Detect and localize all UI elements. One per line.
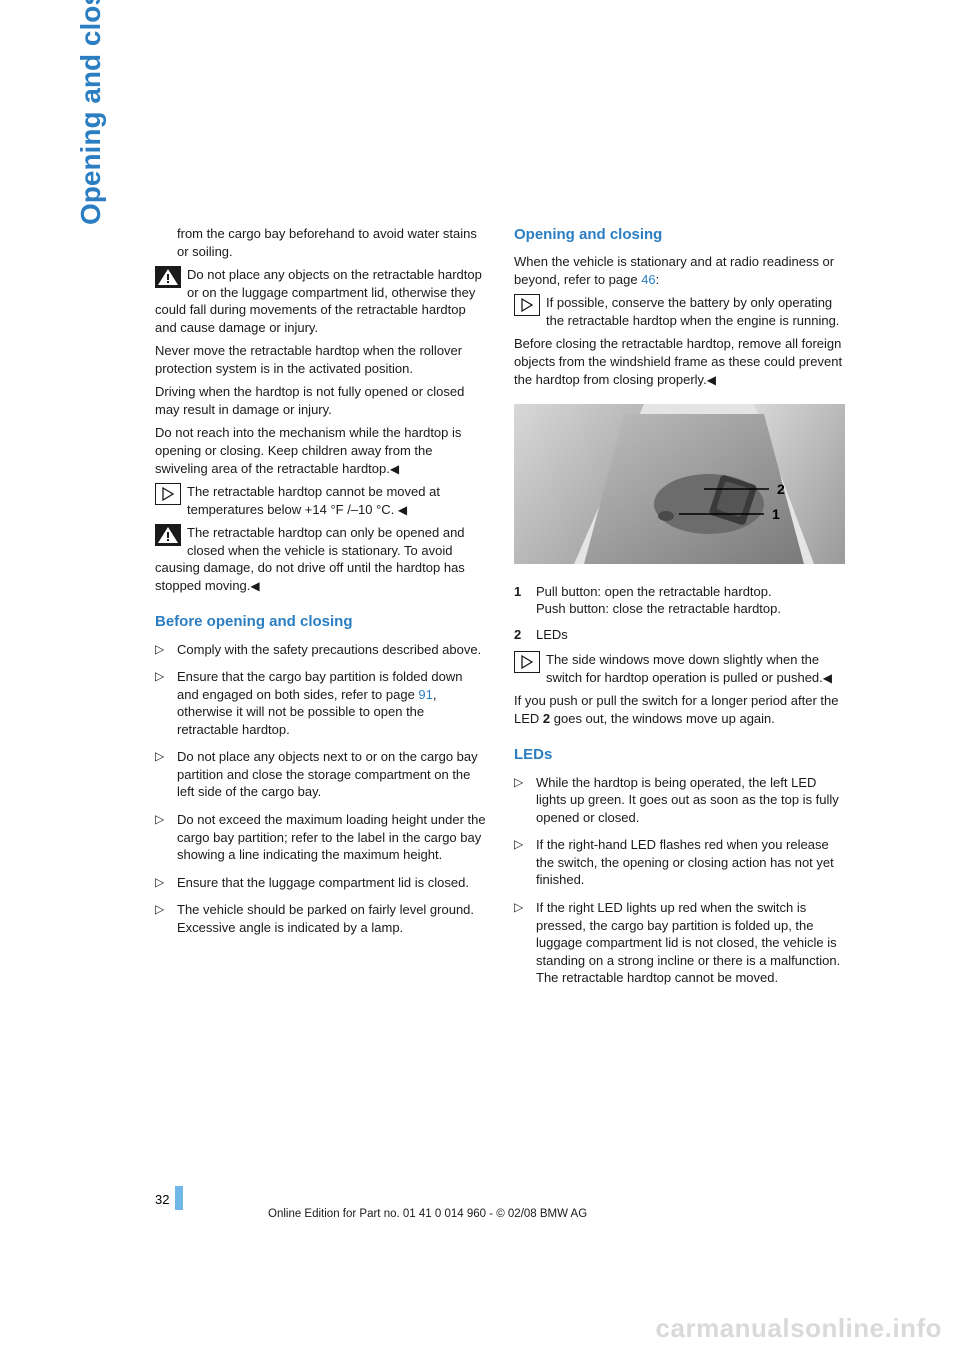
list-item: Comply with the safety precautions descr… — [155, 641, 486, 659]
page-link[interactable]: 46 — [641, 272, 655, 287]
diagram-label-1: 1 — [772, 506, 780, 522]
body-text: Before closing the retractable hardtop, … — [514, 335, 845, 388]
warning-triangle-icon — [155, 524, 181, 546]
list-item: 2 LEDs — [514, 626, 845, 644]
left-column: from the cargo bay beforehand to avoid w… — [155, 225, 486, 997]
end-mark: ◀ — [250, 579, 259, 593]
footer-text: Online Edition for Part no. 01 41 0 014 … — [268, 1208, 587, 1220]
bullet-list: While the hardtop is being operated, the… — [514, 774, 845, 987]
info-arrow-icon — [514, 294, 540, 316]
end-mark: ◀ — [823, 671, 832, 685]
side-tab-title: Opening and closing — [75, 0, 107, 225]
page-number-bar — [175, 1186, 183, 1210]
list-item: The vehicle should be parked on fairly l… — [155, 901, 486, 936]
section-heading: Before opening and closing — [155, 612, 486, 632]
body-text: Never move the retractable hardtop when … — [155, 342, 486, 377]
page-link[interactable]: 91 — [418, 687, 432, 702]
end-mark: ◀ — [390, 462, 399, 476]
info-arrow-icon — [155, 483, 181, 505]
body-text: If you push or pull the switch for a lon… — [514, 692, 845, 727]
warning-block: Do not place any objects on the retracta… — [155, 266, 486, 336]
page-number-block: 32 — [155, 1186, 183, 1210]
section-heading: Opening and closing — [514, 225, 845, 245]
diagram-label-2: 2 — [777, 481, 785, 497]
list-number: 2 — [514, 626, 521, 644]
warning-text: The retractable hardtop can only be open… — [155, 525, 465, 593]
list-number: 1 — [514, 583, 521, 601]
info-text: The side windows move down slightly when… — [546, 652, 823, 685]
list-item: Do not exceed the maximum loading height… — [155, 811, 486, 864]
body-text: When the vehicle is stationary and at ra… — [514, 253, 845, 288]
list-item: If the right-hand LED flashes red when y… — [514, 836, 845, 889]
list-item: Do not place any objects next to or on t… — [155, 748, 486, 801]
numbered-list: 1 Pull button: open the retractable hard… — [514, 583, 845, 644]
body-text: from the cargo bay beforehand to avoid w… — [155, 225, 486, 260]
warning-triangle-icon — [155, 266, 181, 288]
body-text: Do not reach into the mechanism while th… — [155, 424, 486, 477]
info-arrow-icon — [514, 651, 540, 673]
end-mark: ◀ — [398, 503, 407, 517]
warning-block: The retractable hardtop can only be open… — [155, 524, 486, 594]
list-item: 1 Pull button: open the retractable hard… — [514, 583, 845, 618]
info-block: If possible, conserve the battery by onl… — [514, 294, 845, 329]
end-mark: ◀ — [707, 373, 716, 387]
list-item: Ensure that the luggage compartment lid … — [155, 874, 486, 892]
info-block: The retractable hardtop cannot be moved … — [155, 483, 486, 518]
list-item: Ensure that the cargo bay partition is f… — [155, 668, 486, 738]
bullet-list: Comply with the safety precautions descr… — [155, 641, 486, 937]
info-text: If possible, conserve the battery by onl… — [546, 295, 839, 328]
list-item: While the hardtop is being operated, the… — [514, 774, 845, 827]
main-content: from the cargo bay beforehand to avoid w… — [155, 225, 845, 997]
watermark: carmanualsonline.info — [656, 1313, 942, 1344]
warning-text: Do not place any objects on the retracta… — [155, 267, 482, 335]
page-number: 32 — [155, 1192, 175, 1210]
right-column: Opening and closing When the vehicle is … — [514, 225, 845, 997]
info-block: The side windows move down slightly when… — [514, 651, 845, 686]
section-heading: LEDs — [514, 745, 845, 765]
body-text: Driving when the hardtop is not fully op… — [155, 383, 486, 418]
list-item: If the right LED lights up red when the … — [514, 899, 845, 987]
hardtop-switch-diagram: 1 2 — [514, 404, 845, 564]
